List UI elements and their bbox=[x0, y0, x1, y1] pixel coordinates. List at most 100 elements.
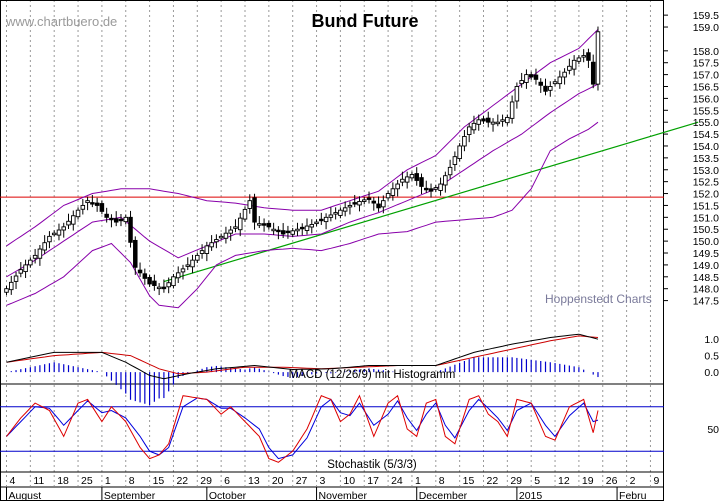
candle-body bbox=[562, 71, 567, 78]
bollinger-upper bbox=[6, 29, 599, 247]
candle-body bbox=[533, 74, 539, 80]
candle-body bbox=[214, 239, 219, 243]
price-tick-label: 148.0 bbox=[693, 284, 719, 296]
candle-body bbox=[576, 57, 582, 62]
candle-body bbox=[495, 121, 501, 125]
candle-body bbox=[51, 232, 57, 236]
candle-body bbox=[466, 126, 472, 136]
month-label: November bbox=[319, 490, 368, 502]
support-trendline bbox=[163, 121, 699, 283]
candle-body bbox=[104, 213, 109, 218]
price-tick-label: 159.5 bbox=[693, 10, 719, 22]
price-tick-label: 155.5 bbox=[693, 105, 719, 117]
day-tick-label: 15 bbox=[153, 475, 165, 487]
candle-body bbox=[175, 272, 181, 279]
candle-body bbox=[99, 203, 105, 212]
candle-body bbox=[457, 145, 462, 160]
candle-body bbox=[9, 281, 14, 291]
candle-body bbox=[471, 122, 477, 131]
price-tick-label: 151.0 bbox=[693, 212, 719, 224]
price-tick-label: 150.5 bbox=[693, 224, 719, 236]
candle-body bbox=[252, 197, 257, 223]
macd-line bbox=[6, 333, 599, 380]
candle-body bbox=[23, 264, 28, 273]
price-tick-label: 153.0 bbox=[693, 165, 719, 177]
candle-body bbox=[137, 269, 143, 274]
price-tick-label: 152.5 bbox=[693, 177, 719, 189]
day-tick-label: 11 bbox=[33, 475, 44, 487]
bollinger-middle bbox=[6, 83, 599, 278]
stochastic-d-line bbox=[6, 397, 599, 460]
candle-body bbox=[481, 118, 486, 122]
candle-body bbox=[433, 187, 439, 190]
stochastic-k-line bbox=[6, 394, 599, 463]
candle-body bbox=[85, 200, 90, 204]
candle-body bbox=[581, 55, 586, 58]
candle-body bbox=[443, 175, 448, 186]
candle-body bbox=[4, 288, 9, 293]
candle-body bbox=[338, 209, 343, 216]
candle-body bbox=[571, 59, 577, 70]
day-tick-label: 8 bbox=[129, 475, 135, 487]
candle-body bbox=[42, 242, 47, 251]
candle-body bbox=[357, 201, 362, 206]
stochastic-panel: Stochastik (5/3/3) bbox=[0, 394, 664, 471]
candle-body bbox=[419, 177, 424, 187]
day-tick-label: 22 bbox=[487, 475, 499, 487]
macd-tick-label: 0.5 bbox=[704, 351, 719, 363]
bollinger-lower bbox=[6, 121, 599, 309]
day-tick-label: 4 bbox=[10, 475, 16, 487]
candle-body bbox=[185, 264, 191, 267]
price-tick-label: 149.5 bbox=[693, 248, 719, 260]
candle-body bbox=[123, 216, 128, 223]
candle-body bbox=[261, 223, 267, 226]
price-tick-label: 158.0 bbox=[693, 46, 719, 58]
price-panel bbox=[0, 26, 699, 309]
candle-body bbox=[371, 200, 377, 204]
price-tick-label: 153.5 bbox=[693, 153, 719, 165]
candle-body bbox=[447, 166, 453, 176]
vertical-gridlines bbox=[6, 0, 651, 486]
candle-body bbox=[595, 31, 601, 85]
candle-body bbox=[452, 156, 458, 165]
candle-body bbox=[56, 229, 62, 236]
candle-body bbox=[404, 176, 410, 183]
candle-body bbox=[304, 225, 310, 231]
candle-body bbox=[543, 85, 548, 92]
day-tick-label: 19 bbox=[582, 475, 594, 487]
day-tick-label: 22 bbox=[176, 475, 188, 487]
candle-body bbox=[290, 230, 295, 235]
stochastic-tick-label: 50 bbox=[707, 424, 719, 436]
candle-body bbox=[366, 197, 372, 200]
price-tick-label: 155.0 bbox=[693, 117, 719, 129]
candle-body bbox=[328, 214, 334, 218]
candle-body bbox=[395, 183, 400, 190]
candle-body bbox=[342, 207, 348, 212]
macd-signal-line bbox=[6, 335, 599, 375]
candle-body bbox=[314, 221, 319, 225]
day-tick-label: 17 bbox=[367, 475, 379, 487]
candle-body bbox=[28, 259, 33, 266]
candle-body bbox=[538, 81, 543, 86]
day-tick-label: 15 bbox=[463, 475, 475, 487]
candle-body bbox=[362, 199, 367, 202]
chart-title: Bund Future bbox=[312, 11, 419, 31]
candle-body bbox=[199, 250, 205, 254]
candle-body bbox=[400, 178, 405, 183]
day-tick-label: 25 bbox=[81, 475, 93, 487]
candle-body bbox=[71, 215, 76, 225]
candle-body bbox=[133, 239, 138, 268]
candle-body bbox=[428, 188, 434, 192]
stochastic-label: Stochastik (5/3/3) bbox=[327, 459, 417, 471]
candle-body bbox=[13, 275, 19, 282]
candle-body bbox=[257, 223, 262, 226]
candle-body bbox=[37, 248, 43, 259]
day-tick-label: 9 bbox=[653, 475, 659, 487]
candle-body bbox=[75, 209, 81, 218]
candle-body bbox=[61, 226, 66, 231]
candle-body bbox=[171, 276, 176, 287]
day-tick-label: 13 bbox=[248, 475, 260, 487]
candle-body bbox=[109, 217, 114, 221]
